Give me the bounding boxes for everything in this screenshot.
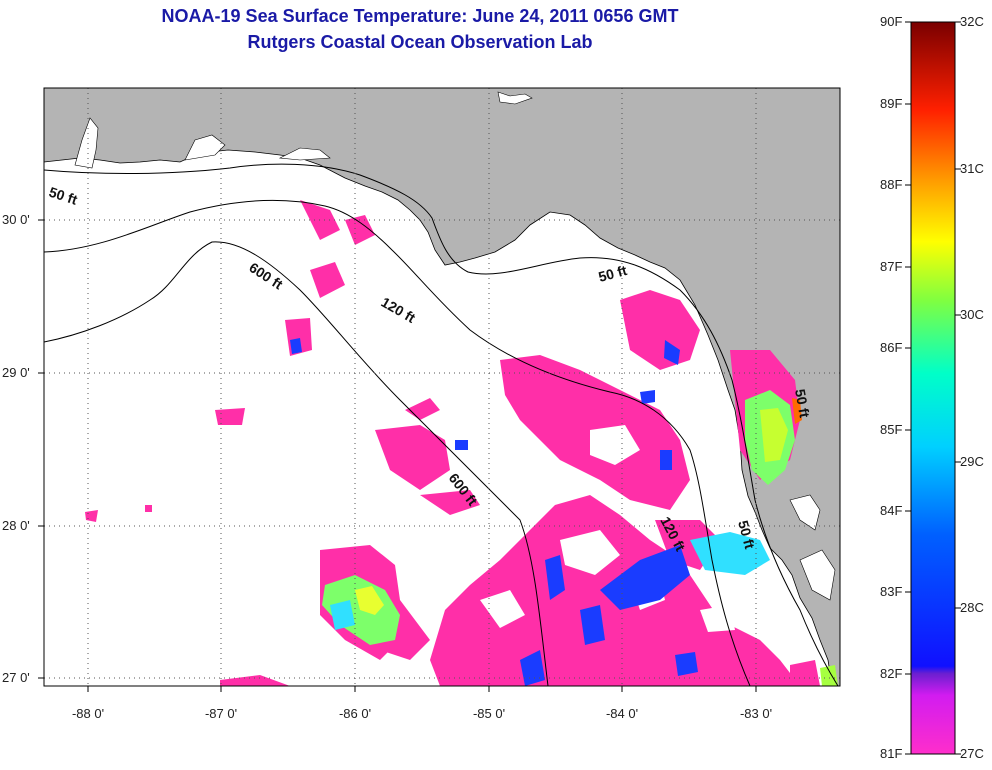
colorbar-label-f: 81F bbox=[880, 746, 903, 761]
colorbar-label-c: 30C bbox=[960, 307, 984, 322]
lat-label: 28 0' bbox=[2, 518, 30, 533]
map-subtitle: Rutgers Coastal Ocean Observation Lab bbox=[247, 32, 593, 52]
colorbar-label-c: 32C bbox=[960, 14, 984, 29]
colorbar-label-c: 29C bbox=[960, 454, 984, 469]
colorbar-label-f: 87F bbox=[880, 259, 903, 274]
colorbar-label-f: 88F bbox=[880, 177, 903, 192]
colorbar-label-f: 90F bbox=[880, 14, 903, 29]
map-title: NOAA-19 Sea Surface Temperature: June 24… bbox=[161, 6, 679, 26]
lat-label: 29 0' bbox=[2, 365, 30, 380]
lat-label: 30 0' bbox=[2, 212, 30, 227]
contour-label: 50 ft bbox=[792, 388, 813, 419]
lon-label: -85 0' bbox=[473, 706, 505, 721]
lake bbox=[497, 91, 533, 105]
lon-label: -83 0' bbox=[740, 706, 772, 721]
colorbar-label-f: 89F bbox=[880, 96, 903, 111]
longitude-labels: -88 0' -87 0' -86 0' -85 0' -84 0' -83 0… bbox=[72, 706, 772, 721]
map-frame bbox=[43, 87, 841, 687]
lon-label: -86 0' bbox=[339, 706, 371, 721]
warm-patches bbox=[322, 390, 838, 686]
tick-marks bbox=[38, 219, 757, 692]
lon-label: -87 0' bbox=[205, 706, 237, 721]
colorbar-label-c: 31C bbox=[960, 161, 984, 176]
colorbar bbox=[910, 21, 956, 755]
lat-label: 27 0' bbox=[2, 670, 30, 685]
colorbar-label-f: 82F bbox=[880, 666, 903, 681]
depth-contours bbox=[44, 163, 839, 686]
colorbar-label-f: 83F bbox=[880, 584, 903, 599]
contour-label: 50 ft bbox=[597, 262, 629, 285]
bay bbox=[789, 494, 821, 531]
colorbar-label-f: 84F bbox=[880, 503, 903, 518]
bay bbox=[278, 147, 331, 161]
lon-label: -84 0' bbox=[606, 706, 638, 721]
colorbar-label-f: 85F bbox=[880, 422, 903, 437]
lon-label: -88 0' bbox=[72, 706, 104, 721]
bay bbox=[74, 117, 99, 169]
latitude-labels: 30 0' 29 0' 28 0' 27 0' bbox=[2, 212, 30, 685]
colorbar-label-c: 27C bbox=[960, 746, 984, 761]
contour-label: 50 ft bbox=[735, 519, 758, 551]
colorbar-label-c: 28C bbox=[960, 600, 984, 615]
colorbar-label-f: 86F bbox=[880, 340, 903, 355]
colorbar-ticks bbox=[905, 21, 961, 755]
bay bbox=[799, 549, 836, 601]
bay bbox=[184, 134, 226, 161]
